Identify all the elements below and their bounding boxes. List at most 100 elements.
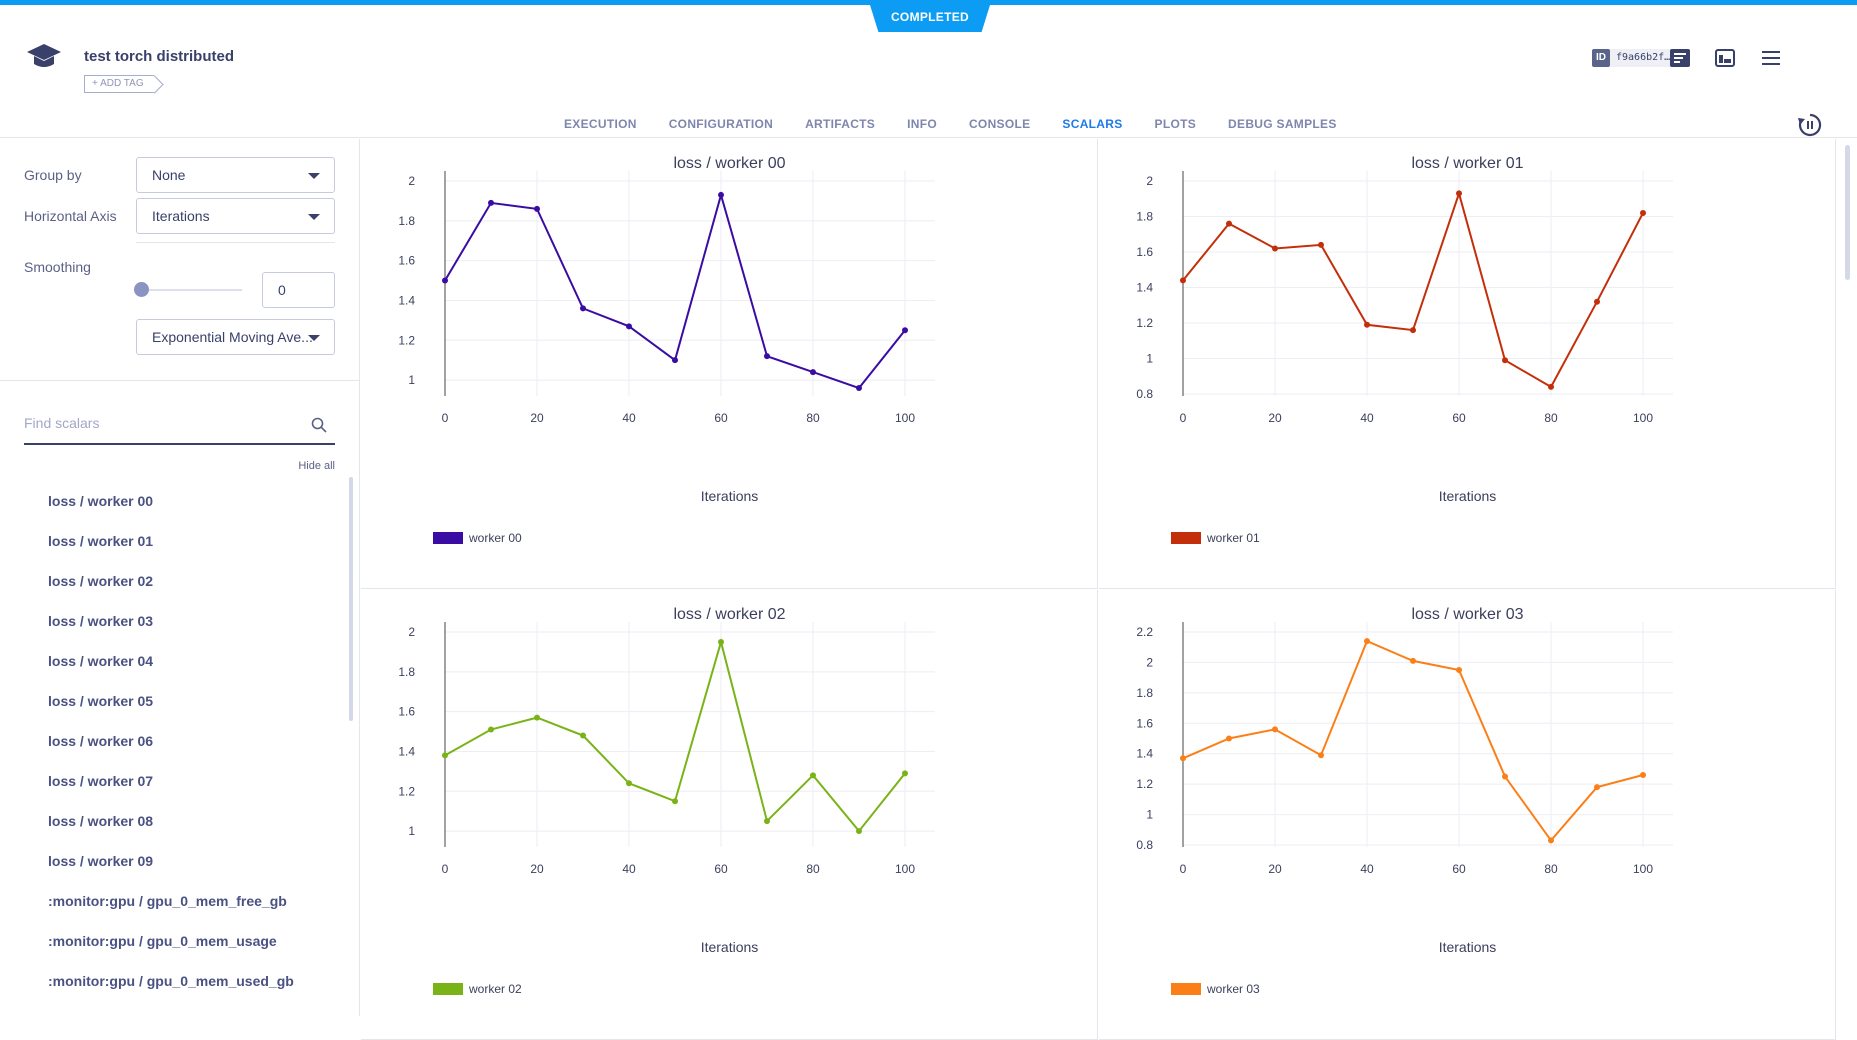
- list-item[interactable]: loss / worker 00: [48, 493, 154, 509]
- y-tick-label: 2: [408, 625, 415, 639]
- legend-label: worker 01: [1207, 531, 1260, 545]
- data-point: [1180, 755, 1186, 762]
- smoothing-value-input[interactable]: 0: [262, 272, 335, 308]
- smoothing-label: Smoothing: [24, 259, 91, 275]
- x-axis-label: Iterations: [1438, 488, 1497, 504]
- plot-panel: loss / worker 02 1 1.2 1.4 1.6 1.8 2 0 20 40 60 80…: [361, 590, 1098, 1040]
- add-tag-button[interactable]: + ADD TAG: [84, 75, 154, 93]
- chevron-down-icon: [308, 335, 320, 341]
- horizontal-axis-select[interactable]: Iterations: [136, 198, 335, 234]
- list-item[interactable]: loss / worker 03: [48, 613, 154, 629]
- scalar-list-scrollbar[interactable]: [349, 477, 353, 721]
- tab-info[interactable]: INFO: [907, 117, 937, 131]
- x-tick-label: 20: [1268, 862, 1282, 876]
- x-tick-label: 100: [895, 862, 915, 876]
- x-tick-label: 80: [806, 862, 820, 876]
- tab-artifacts[interactable]: ARTIFACTS: [805, 117, 876, 131]
- y-tick-label: 0.8: [1136, 838, 1153, 852]
- data-point: [1502, 773, 1508, 780]
- legend[interactable]: worker 03: [1171, 982, 1260, 996]
- tab-plots[interactable]: PLOTS: [1154, 117, 1197, 131]
- horizontal-axis-label: Horizontal Axis: [24, 208, 117, 224]
- x-tick-label: 0: [442, 862, 449, 876]
- legend[interactable]: worker 00: [433, 531, 522, 545]
- data-point: [1594, 784, 1600, 791]
- data-point: [1640, 772, 1646, 779]
- y-tick-label: 1.6: [1136, 716, 1153, 730]
- plot-title: loss / worker 02: [673, 606, 786, 623]
- y-tick-label: 1.2: [1136, 777, 1153, 791]
- data-point: [764, 818, 770, 825]
- line-chart[interactable]: 11.21.41.61.820 20 40 60 80 100: [361, 139, 1098, 589]
- x-axis-label: Iterations: [1438, 939, 1497, 955]
- chevron-down-icon: [308, 214, 320, 220]
- legend[interactable]: worker 01: [1171, 531, 1260, 545]
- data-point: [1640, 209, 1646, 216]
- y-tick-label: 1.8: [398, 665, 415, 679]
- legend-swatch: [1171, 983, 1201, 995]
- scalar-search[interactable]: Find scalars: [24, 407, 335, 445]
- data-point: [810, 369, 816, 376]
- plot-panel: loss / worker 00 1 1.2 1.4 1.6 1.8 2 0 20 40 60 80…: [361, 139, 1098, 589]
- x-tick-label: 100: [1633, 862, 1653, 876]
- data-point: [764, 353, 770, 360]
- list-item[interactable]: loss / worker 01: [48, 533, 154, 549]
- x-axis-label: Iterations: [700, 488, 759, 504]
- list-item[interactable]: :monitor:gpu / gpu_0_mem_usage: [48, 933, 277, 949]
- list-item[interactable]: loss / worker 09: [48, 853, 154, 869]
- group-by-value: None: [152, 167, 186, 183]
- legend-swatch: [1171, 532, 1201, 544]
- y-tick-label: 1.6: [1136, 245, 1153, 259]
- menu-button[interactable]: [1757, 45, 1785, 71]
- y-tick-label: 2: [408, 174, 415, 188]
- smoothing-slider-track[interactable]: [142, 289, 242, 291]
- list-item[interactable]: :monitor:gpu / gpu_0_mem_used_gb: [48, 973, 294, 989]
- task-id-badge[interactable]: ID f9a66b2f…: [1592, 49, 1677, 67]
- x-tick-label: 20: [1268, 411, 1282, 425]
- y-tick-label: 1: [1146, 808, 1153, 822]
- line-chart[interactable]: 0.811.21.41.61.820 20 40 60 80 100: [1099, 139, 1836, 589]
- list-item[interactable]: loss / worker 06: [48, 733, 154, 749]
- smoothing-type-value: Exponential Moving Ave...: [152, 329, 313, 345]
- main-scrollbar[interactable]: [1845, 145, 1850, 280]
- line-chart[interactable]: 0.8 1 1.2 1.4 1.6 1.8 2 2.2 0 20 40 60 80 100: [1099, 590, 1836, 1040]
- data-point: [534, 205, 540, 212]
- data-point: [1364, 321, 1370, 328]
- scalar-plots-area: loss / worker 00 1 1.2 1.4 1.6 1.8 2 0 20 40 60 80…: [361, 139, 1841, 1040]
- data-point: [718, 191, 724, 198]
- y-tick-label: 1.8: [1136, 210, 1153, 224]
- list-item[interactable]: :monitor:gpu / gpu_0_mem_free_gb: [48, 893, 287, 909]
- scalar-list: loss / worker 00 loss / worker 01 loss /…: [0, 481, 350, 1001]
- search-input[interactable]: Find scalars: [24, 415, 100, 431]
- x-tick-label: 20: [530, 411, 544, 425]
- sidebar-divider: [0, 380, 360, 381]
- id-value: f9a66b2f…: [1610, 49, 1677, 67]
- smoothing-type-select[interactable]: Exponential Moving Ave...: [136, 319, 335, 355]
- data-point: [902, 770, 908, 777]
- tab-console[interactable]: CONSOLE: [968, 117, 1031, 131]
- hide-all-link[interactable]: Hide all: [298, 460, 335, 472]
- info-panel-button[interactable]: [1666, 45, 1694, 71]
- list-item[interactable]: loss / worker 08: [48, 813, 154, 829]
- x-tick-label: 80: [1544, 862, 1558, 876]
- line-chart[interactable]: 11.21.41.61.820 20 40 60 80 100: [361, 590, 1098, 1040]
- y-tick-label: 1.6: [398, 705, 415, 719]
- auto-refresh-icon[interactable]: [1797, 112, 1823, 138]
- list-item[interactable]: loss / worker 02: [48, 573, 154, 589]
- layout-toggle-button[interactable]: [1711, 45, 1739, 71]
- list-item[interactable]: loss / worker 07: [48, 773, 154, 789]
- data-point: [1272, 726, 1278, 733]
- x-tick-label: 100: [895, 411, 915, 425]
- tab-execution[interactable]: EXECUTION: [564, 117, 637, 131]
- smoothing-slider-handle[interactable]: [134, 282, 149, 297]
- list-item[interactable]: loss / worker 04: [48, 653, 154, 669]
- data-point: [580, 305, 586, 312]
- legend[interactable]: worker 02: [433, 982, 522, 996]
- search-icon[interactable]: [311, 417, 327, 433]
- group-by-select[interactable]: None: [136, 157, 335, 193]
- tab-configuration[interactable]: CONFIGURATION: [668, 117, 774, 131]
- list-item[interactable]: loss / worker 05: [48, 693, 154, 709]
- data-point: [1226, 220, 1232, 227]
- data-point: [1594, 298, 1600, 305]
- tab-debug-samples[interactable]: DEBUG SAMPLES: [1228, 117, 1337, 131]
